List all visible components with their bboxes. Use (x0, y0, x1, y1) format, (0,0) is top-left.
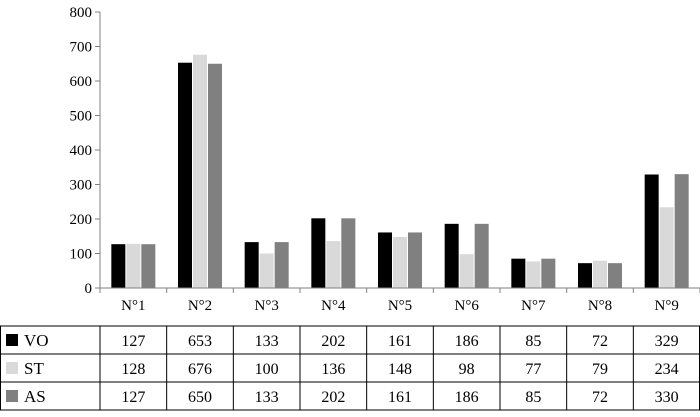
table-cell-value: 653 (188, 333, 212, 350)
table-cell-value: 136 (321, 361, 345, 378)
x-tick-label: N°4 (321, 298, 346, 314)
bar-st (193, 54, 207, 288)
bar-vo (511, 258, 526, 288)
table-cell-value: 186 (455, 333, 479, 350)
bar-vo (378, 232, 392, 288)
table-cell-value: 72 (592, 389, 608, 406)
bar-vo (244, 242, 259, 288)
table-cell-value: 79 (592, 361, 608, 378)
bar-vo (111, 244, 126, 288)
x-tick-label: N°6 (454, 298, 479, 314)
bar-as (408, 232, 422, 288)
y-tick-label: 400 (70, 143, 93, 159)
x-tick-label: N°3 (254, 298, 278, 314)
x-tick-label: N°9 (654, 298, 678, 314)
table-cell-value: 85 (525, 389, 541, 406)
bar-as (541, 258, 556, 288)
bar-as (274, 242, 289, 288)
table-cell-value: 329 (655, 333, 679, 350)
table-cell-value: 77 (525, 361, 541, 378)
x-tick-label: N°5 (388, 298, 412, 314)
x-axis: N°1 N°2 N°3 N°4 N°5 N°6 N°7 N°8 N°9 (99, 287, 700, 314)
table-cell-value: 72 (592, 333, 608, 350)
table-cell-value: 161 (388, 333, 412, 350)
table-cell-value: 202 (321, 333, 345, 350)
y-tick-label: 200 (70, 212, 93, 228)
bar-vo (311, 218, 326, 288)
y-axis: 0 100 200 300 400 500 600 700 800 (70, 5, 101, 297)
legend-swatch-as (6, 390, 18, 402)
data-table: VO 127 653 133 202 161 186 85 72 329 ST 128 676 100 13… (0, 325, 700, 411)
x-tick-label: N°2 (188, 298, 212, 314)
y-tick-label: 700 (70, 40, 93, 56)
y-tick-label: 800 (70, 5, 93, 21)
bar-st (459, 254, 474, 288)
table-cell-value: 133 (255, 333, 279, 350)
table-cell-value: 133 (255, 389, 279, 406)
table-cell-value: 186 (455, 389, 479, 406)
bar-as (141, 244, 156, 288)
legend-swatch-vo (6, 334, 18, 346)
bar-st (126, 243, 141, 288)
y-tick-label: 100 (70, 247, 93, 263)
table-cell-value: 127 (121, 389, 145, 406)
bar-st (393, 236, 407, 288)
bar-as (341, 218, 356, 288)
bar-as (608, 263, 622, 288)
bar-st (259, 253, 274, 288)
table-cell-value: 234 (655, 361, 679, 378)
table-cell-value: 98 (459, 361, 475, 378)
table-cell-value: 650 (188, 389, 212, 406)
bar-as (208, 63, 222, 288)
table-cell-value: 100 (255, 361, 279, 378)
legend-label-st: ST (24, 359, 44, 378)
y-tick-label: 600 (70, 74, 93, 90)
y-tick-label: 500 (70, 109, 93, 125)
legend-label-vo: VO (24, 331, 49, 350)
table-cell-value: 127 (121, 333, 145, 350)
bars (111, 54, 689, 289)
table-cell-value: 676 (188, 361, 212, 378)
y-tick-label: 300 (70, 178, 93, 194)
x-tick-label: N°1 (121, 298, 145, 314)
table-cell-value: 85 (525, 333, 541, 350)
bar-as (674, 174, 689, 288)
bar-st (526, 261, 541, 288)
legend-swatch-st (6, 362, 18, 374)
table-cell-value: 330 (655, 389, 679, 406)
table-cell-value: 128 (121, 361, 145, 378)
x-tick-label: N°8 (588, 298, 612, 314)
bar-vo (178, 62, 192, 289)
bar-as (474, 223, 489, 288)
y-tick-label: 0 (85, 281, 93, 297)
table-cell-value: 202 (321, 389, 345, 406)
bar-st (659, 207, 674, 288)
table-cell-value: 161 (388, 389, 412, 406)
table-cell-value: 148 (388, 361, 412, 378)
bar-vo (578, 263, 592, 288)
bar-vo (644, 174, 659, 288)
bar-st (593, 260, 607, 288)
x-tick-label: N°7 (521, 298, 546, 314)
bar-st (326, 241, 341, 288)
legend-label-as: AS (24, 387, 46, 406)
bar-vo (444, 223, 459, 288)
